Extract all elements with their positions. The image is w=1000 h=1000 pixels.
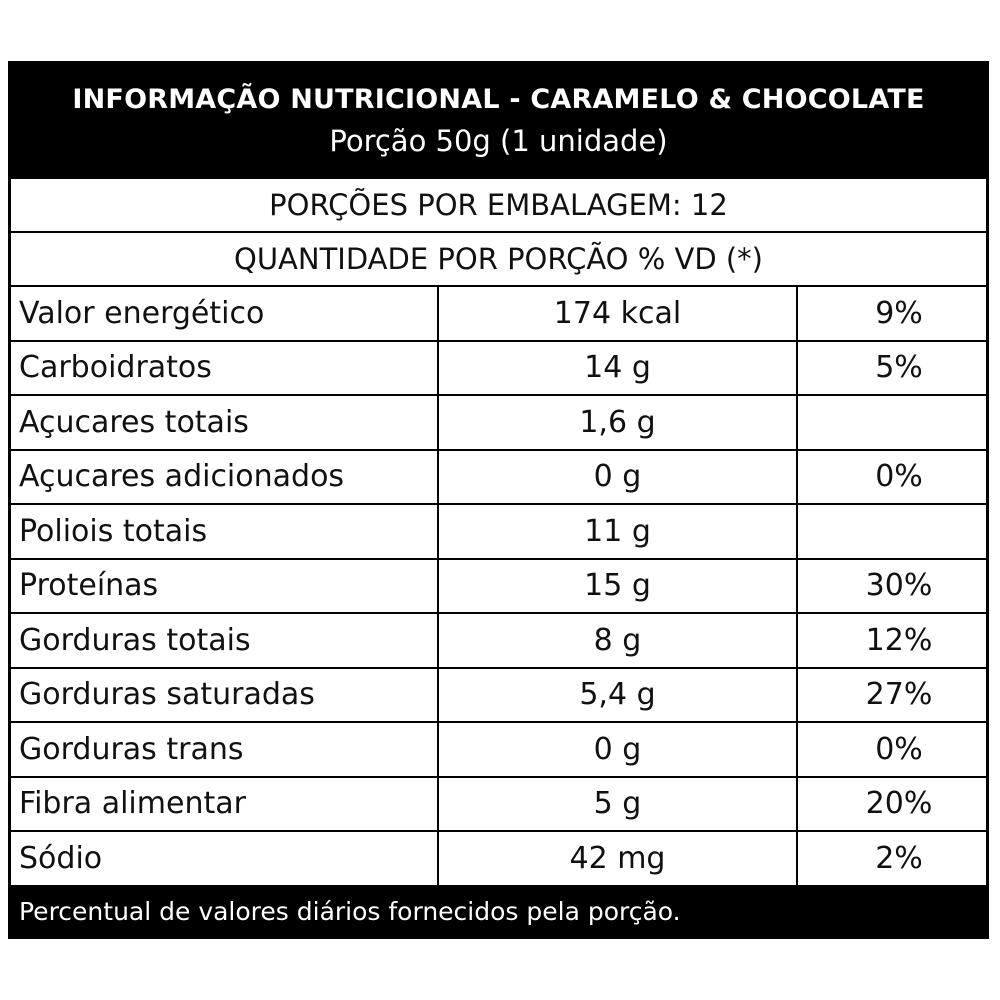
table-row: Poliois totais 11 g bbox=[11, 503, 986, 558]
table-row: Carboidratos 14 g 5% bbox=[11, 339, 986, 394]
table-row: Fibra alimentar 5 g 20% bbox=[11, 775, 986, 830]
nutrition-facts-table: INFORMAÇÃO NUTRICIONAL - CARAMELO & CHOC… bbox=[8, 61, 989, 939]
table-footnote: Percentual de valores diários fornecidos… bbox=[11, 884, 986, 936]
nutrient-daily-value: 2% bbox=[875, 840, 923, 876]
nutrient-daily-value: 5% bbox=[875, 350, 923, 386]
nutrient-amount: 5,4 g bbox=[439, 668, 798, 721]
portion-size: Porção 50g (1 unidade) bbox=[329, 123, 668, 158]
nutrient-name: Açucares adicionados bbox=[11, 450, 439, 503]
nutrient-amount: 11 g bbox=[439, 505, 798, 558]
nutrient-amount: 15 g bbox=[439, 559, 798, 612]
nutrient-name: Fibra alimentar bbox=[11, 777, 439, 830]
nutrient-amount: 14 g bbox=[439, 341, 798, 394]
nutrient-daily-value: 0% bbox=[875, 459, 923, 495]
table-title: INFORMAÇÃO NUTRICIONAL - CARAMELO & CHOC… bbox=[72, 83, 925, 115]
nutrient-daily-value: 20% bbox=[865, 786, 933, 822]
nutrient-name: Sódio bbox=[11, 832, 439, 885]
table-row: Valor energético 174 kcal 9% bbox=[11, 285, 986, 340]
nutrient-name: Poliois totais bbox=[11, 505, 439, 558]
nutrient-amount: 42 mg bbox=[439, 832, 798, 885]
servings-per-package: PORÇÕES POR EMBALAGEM: 12 bbox=[11, 177, 986, 231]
table-row: Sódio 42 mg 2% bbox=[11, 830, 986, 885]
nutrient-name: Gorduras saturadas bbox=[11, 668, 439, 721]
nutrient-amount: 1,6 g bbox=[439, 396, 798, 449]
nutrient-daily-value: 27% bbox=[865, 677, 933, 713]
table-row: Açucares adicionados 0 g 0% bbox=[11, 448, 986, 503]
nutrient-daily-value bbox=[798, 396, 986, 449]
nutrient-daily-value: 9% bbox=[875, 295, 923, 331]
nutrient-amount: 0 g bbox=[439, 450, 798, 503]
nutrient-daily-value: 30% bbox=[865, 568, 933, 604]
nutrient-name: Gorduras trans bbox=[11, 723, 439, 776]
nutrient-name: Proteínas bbox=[11, 559, 439, 612]
nutrient-name: Carboidratos bbox=[11, 341, 439, 394]
nutrient-daily-value bbox=[798, 505, 986, 558]
nutrient-name: Gorduras totais bbox=[11, 614, 439, 667]
table-row: Gorduras trans 0 g 0% bbox=[11, 721, 986, 776]
nutrient-name: Valor energético bbox=[11, 287, 439, 340]
nutrient-amount: 174 kcal bbox=[439, 287, 798, 340]
nutrient-name: Açucares totais bbox=[11, 396, 439, 449]
nutrient-daily-value: 12% bbox=[865, 622, 933, 658]
table-row: Gorduras saturadas 5,4 g 27% bbox=[11, 666, 986, 721]
nutrient-amount: 5 g bbox=[439, 777, 798, 830]
table-row: Proteínas 15 g 30% bbox=[11, 557, 986, 612]
table-header: INFORMAÇÃO NUTRICIONAL - CARAMELO & CHOC… bbox=[11, 64, 986, 177]
nutrient-amount: 0 g bbox=[439, 723, 798, 776]
table-row: Açucares totais 1,6 g bbox=[11, 394, 986, 449]
nutrient-daily-value: 0% bbox=[875, 731, 923, 767]
quantity-header: QUANTIDADE POR PORÇÃO % VD (*) bbox=[11, 231, 986, 285]
nutrient-amount: 8 g bbox=[439, 614, 798, 667]
table-row: Gorduras totais 8 g 12% bbox=[11, 612, 986, 667]
